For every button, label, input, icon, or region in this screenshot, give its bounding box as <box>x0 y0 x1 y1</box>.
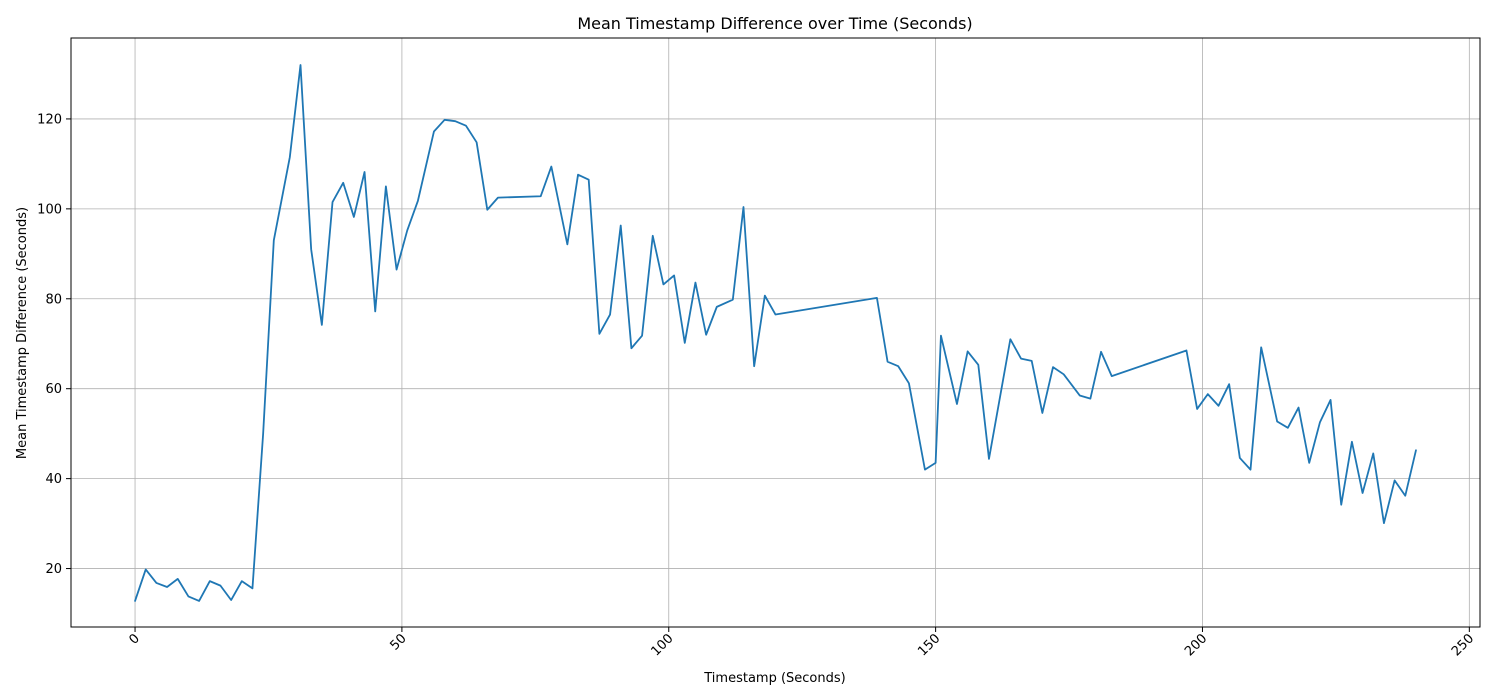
y-tick-label: 80 <box>45 292 62 307</box>
y-tick-label: 20 <box>45 562 62 577</box>
y-tick-label: 120 <box>37 112 62 127</box>
series-line <box>134 64 1417 602</box>
x-tick-label: 200 <box>1182 631 1210 659</box>
series-layer <box>134 64 1417 602</box>
x-axis-label: Timestamp (Seconds) <box>703 671 845 686</box>
y-tick-label: 100 <box>37 202 62 217</box>
y-tick-label: 60 <box>45 382 62 397</box>
y-axis-label: Mean Timestamp Difference (Seconds) <box>15 207 30 459</box>
grid-lines <box>71 38 1480 627</box>
plot-frame <box>70 37 1481 628</box>
x-tick-label: 250 <box>1449 631 1477 659</box>
x-tick-label: 150 <box>915 631 943 659</box>
x-tick-label: 100 <box>648 631 676 659</box>
y-tick-label: 40 <box>45 472 62 487</box>
chart-title: Mean Timestamp Difference over Time (Sec… <box>577 14 972 33</box>
x-tick-label: 0 <box>126 631 142 647</box>
x-tick-label: 50 <box>387 631 409 653</box>
